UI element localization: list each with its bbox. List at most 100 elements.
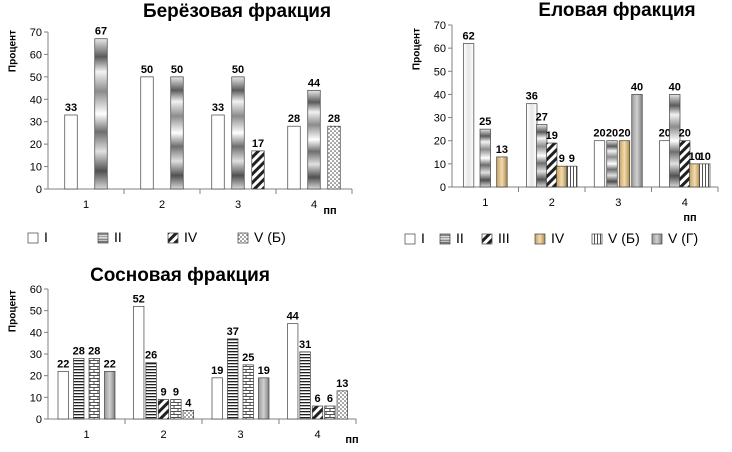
bar-series-3-cat-4	[327, 125, 341, 190]
charts-layer: Берёзовая фракцияПроцент0102030405060701…	[7, 0, 719, 446]
bar-series-5-cat-4	[699, 163, 711, 188]
chart-2: Еловая фракция Процент 0 10 20 30 40 50 60 70 1 2 3 4…	[404, 0, 719, 246]
legend: I II IV V (Б)	[27, 229, 286, 245]
chart-title: Еловая фракция	[538, 0, 695, 21]
x-axis-label: пп	[323, 205, 336, 217]
data-label: 37	[227, 326, 239, 338]
x-tick-label: 2	[549, 197, 555, 209]
data-label: 19	[546, 130, 558, 142]
legend-swatch	[237, 232, 249, 244]
legend-swatch	[97, 232, 109, 244]
legend-label: IV	[551, 230, 565, 246]
bar-series-2-cat-4	[669, 94, 681, 188]
legend-swatch	[534, 233, 546, 245]
y-tick-label: 0	[440, 182, 446, 194]
data-label: 25	[479, 116, 491, 128]
y-tick-label: 50	[434, 66, 446, 78]
bar-series-4-cat-2	[182, 409, 194, 420]
data-label: 10	[699, 151, 711, 163]
bar-series-0-cat-4	[287, 125, 301, 190]
x-tick-label: 1	[482, 197, 488, 209]
legend-label: I	[421, 230, 425, 246]
bar-series-0-cat-4	[287, 323, 299, 420]
chart-1: Берёзовая фракция Процент 0 10 20 30 40 50 60 70 1…	[7, 1, 353, 245]
legend-label: IV	[184, 229, 198, 245]
y-tick-label: 30	[30, 117, 42, 129]
bar-series-5-cat-1	[104, 370, 116, 420]
data-label: 9	[569, 153, 575, 165]
x-tick-label: 1	[83, 429, 89, 441]
data-label: 10	[689, 151, 701, 163]
y-tick-label: 20	[434, 136, 446, 148]
data-label: 50	[171, 64, 183, 76]
data-label: 36	[526, 91, 538, 103]
data-label: 20	[606, 128, 618, 140]
chart-3: Сосновая фракция Процент 0 10 20 30 40 50 60 1 2 3 4…	[7, 265, 358, 446]
y-tick-label: 10	[30, 392, 42, 404]
data-label: 25	[242, 352, 254, 364]
bar-series-0-cat-3	[211, 114, 225, 190]
bar-series-1-cat-4	[307, 89, 321, 190]
y-tick-label: 20	[30, 371, 42, 383]
data-label: 50	[141, 64, 153, 76]
legend-label: I	[44, 229, 48, 245]
data-label: 13	[496, 144, 508, 156]
bar-series-2-cat-3	[251, 150, 265, 190]
bar-series-1-cat-1	[73, 357, 85, 420]
y-tick-label: 60	[30, 284, 42, 296]
x-tick-label: 1	[83, 199, 89, 211]
legend-swatch	[404, 233, 416, 245]
y-tick-label: 50	[30, 72, 42, 84]
y-tick-label: 0	[36, 184, 42, 196]
data-label: 44	[308, 77, 321, 89]
bar-series-0-cat-4	[659, 140, 671, 188]
y-tick-label: 40	[30, 94, 42, 106]
y-tick-label: 40	[30, 327, 42, 339]
x-tick-label: 3	[615, 197, 621, 209]
data-label: 17	[252, 138, 264, 150]
bar-series-4-cat-3	[618, 140, 631, 188]
bar-series-1-cat-2	[145, 362, 157, 420]
y-tick-label: 10	[434, 159, 446, 171]
bar-series-1-cat-1	[462, 43, 475, 188]
legend-label: II	[456, 230, 464, 246]
bar-series-1-cat-1	[94, 38, 108, 190]
bar-series-3-cat-4	[324, 405, 336, 420]
y-tick-label: 30	[434, 113, 446, 125]
data-label: 22	[104, 358, 116, 370]
data-label: 28	[288, 113, 300, 125]
bar-series-1-cat-3	[231, 76, 245, 190]
bar-series-3-cat-2	[546, 142, 558, 188]
bar-series-4-cat-4	[689, 163, 701, 188]
data-label: 20	[593, 128, 605, 140]
data-label: 44	[287, 311, 300, 323]
legend-swatch	[167, 232, 179, 244]
y-tick-label: 50	[30, 306, 42, 318]
bar-series-4-cat-2	[556, 165, 568, 188]
bar-series-2-cat-3	[606, 140, 618, 188]
y-tick-label: 20	[30, 139, 42, 151]
legend: I II III IV V (Б) V (Г)	[404, 230, 698, 246]
bar-series-3-cat-3	[242, 364, 254, 420]
data-label: 52	[133, 293, 145, 305]
y-tick-label: 40	[434, 89, 446, 101]
data-label: 9	[173, 387, 179, 399]
data-label: 9	[559, 153, 565, 165]
bar-series-4-cat-4	[336, 390, 348, 420]
data-label: 62	[462, 31, 474, 43]
data-label: 26	[145, 350, 157, 362]
data-label: 20	[679, 128, 691, 140]
bar-series-0-cat-1	[57, 370, 69, 420]
legend-swatch	[591, 233, 603, 245]
data-label: 9	[160, 387, 166, 399]
bar-series-0-cat-3	[211, 377, 223, 420]
data-label: 33	[212, 102, 224, 114]
data-label: 19	[258, 365, 270, 377]
bar-series-2-cat-4	[311, 405, 324, 420]
x-tick-label: 2	[159, 199, 165, 211]
y-tick-label: 30	[30, 349, 42, 361]
bar-series-1-cat-2	[170, 76, 184, 190]
data-label: 28	[73, 345, 85, 357]
y-tick-label: 60	[434, 43, 446, 55]
bar-series-0-cat-1	[64, 114, 78, 190]
